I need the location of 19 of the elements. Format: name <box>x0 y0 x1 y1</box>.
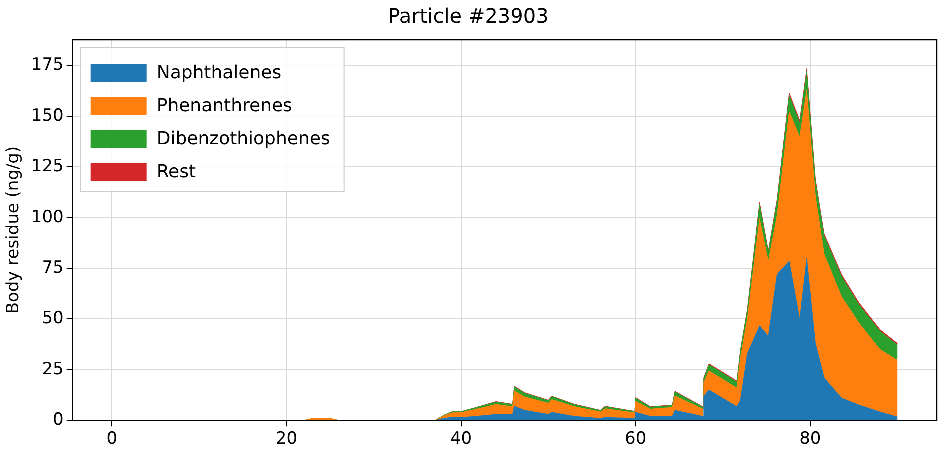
y-tick-label: 75 <box>42 258 64 278</box>
x-tick-label: 60 <box>625 429 647 450</box>
y-tick-label: 0 <box>53 410 64 430</box>
y-tick-label: 125 <box>31 156 64 177</box>
y-tick-label: 175 <box>31 55 64 76</box>
x-tick-label: 0 <box>106 429 118 450</box>
y-tick-label: 25 <box>42 359 64 380</box>
x-tick-label: 40 <box>450 429 472 450</box>
legend-label: Naphthalenes <box>156 62 282 84</box>
legend-label: Dibenzothiophenes <box>156 128 330 150</box>
x-tick-label: 20 <box>276 429 298 450</box>
legend-label: Phenanthrenes <box>156 96 292 117</box>
y-tick-label: 100 <box>31 207 64 228</box>
y-tick-label: 50 <box>42 308 64 329</box>
y-tick-label: 150 <box>31 106 64 126</box>
chart-title: Particle #23903 <box>388 4 549 28</box>
x-tick-label: 80 <box>800 429 822 450</box>
legend-label: Rest <box>156 162 196 183</box>
y-axis-title: Body residue (ng/g) <box>4 146 24 314</box>
